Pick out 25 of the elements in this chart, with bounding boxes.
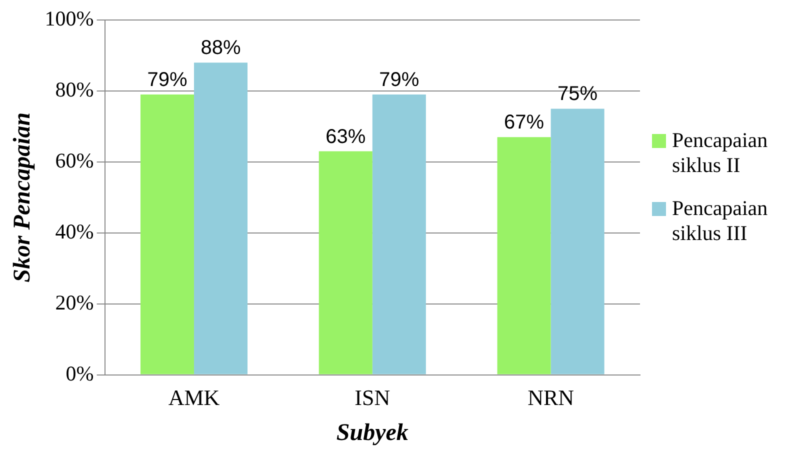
bar bbox=[497, 137, 551, 374]
bar bbox=[194, 62, 248, 374]
bar bbox=[140, 94, 194, 374]
data-label: 63% bbox=[326, 126, 366, 148]
x-tick-label: ISN bbox=[354, 384, 390, 410]
data-label: 67% bbox=[504, 112, 544, 134]
data-label: 79% bbox=[147, 69, 188, 92]
y-tick-label: 100% bbox=[44, 6, 94, 31]
x-tick-label: NRN bbox=[528, 384, 574, 410]
bar bbox=[372, 94, 426, 374]
legend-label: Pencapaian siklus III bbox=[672, 196, 769, 246]
y-tick-label: 40% bbox=[55, 219, 94, 244]
x-tick-label: AMK bbox=[168, 384, 220, 410]
data-label: 75% bbox=[558, 83, 598, 106]
data-label: 79% bbox=[379, 69, 420, 92]
y-tick-label: 60% bbox=[55, 148, 94, 172]
bar bbox=[550, 108, 604, 374]
y-tick-label: 0% bbox=[66, 361, 94, 386]
bar bbox=[318, 151, 372, 374]
y-tick-label: 80% bbox=[55, 77, 94, 102]
y-tick-label: 20% bbox=[55, 290, 94, 314]
x-axis-title: Subyek bbox=[336, 420, 408, 446]
legend-label: Pencapaian siklus II bbox=[672, 128, 769, 178]
y-axis-title: Skor Pencapaian bbox=[10, 112, 36, 282]
data-label: 88% bbox=[200, 37, 241, 60]
